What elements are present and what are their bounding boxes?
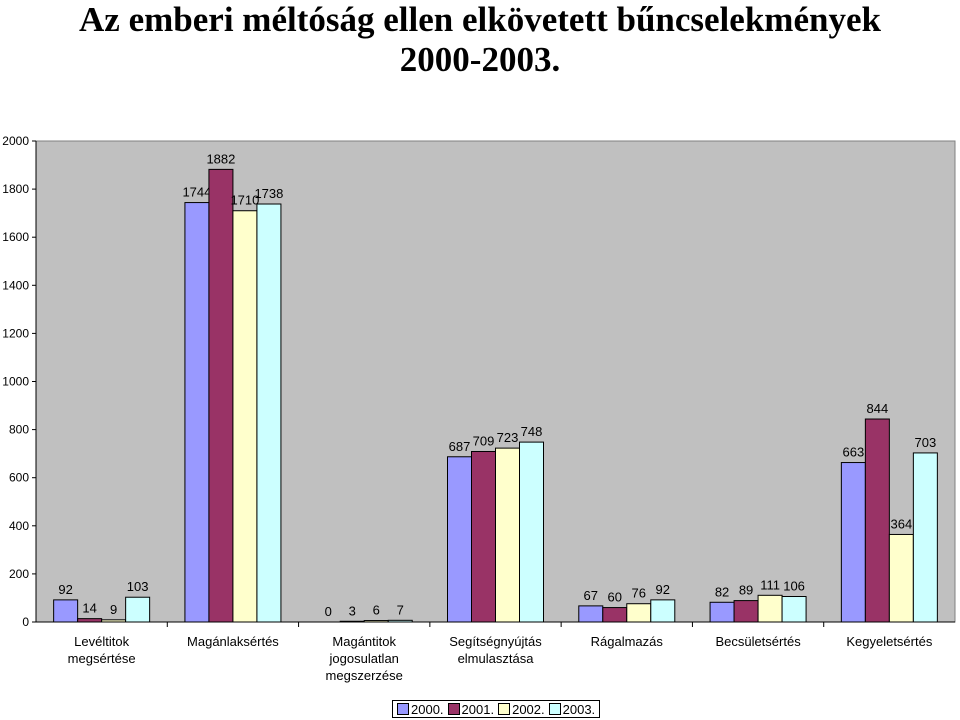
y-tick-label: 600 [9,471,29,485]
bar [519,441,544,623]
bar [339,620,365,623]
legend-swatch [548,703,561,715]
data-label: 1710 [230,193,259,208]
y-tick-label: 400 [9,519,29,533]
bar [864,418,890,623]
data-label: 9 [110,602,117,617]
bar [447,456,472,623]
data-label: 663 [843,445,865,460]
legend-item: 2002. [498,702,545,717]
bar [387,619,413,623]
bar [208,168,234,623]
bar [602,607,628,623]
bar [578,605,604,623]
bar [363,620,389,623]
data-label: 1882 [206,151,235,166]
bar [101,619,127,623]
legend-label: 2000. [411,701,444,717]
data-label: 111 [760,577,780,592]
y-tick-label: 1000 [2,375,29,389]
chart-legend: 2000. 2001. 2002. 2003. [392,700,601,718]
bar [840,462,866,623]
bar [471,450,496,623]
data-label: 60 [608,590,622,605]
data-label: 709 [473,433,495,448]
y-tick-label: 0 [22,615,29,629]
legend-label: 2003. [562,701,596,717]
bar [709,601,735,623]
data-label: 6 [373,603,380,618]
bar [125,596,151,623]
data-label: 7 [397,602,404,617]
bar [733,600,759,623]
bar [184,202,210,623]
data-label: 89 [739,583,753,598]
y-tick-label: 2000 [2,134,29,148]
data-label: 723 [497,430,519,445]
x-tick-label: Rágalmazás [591,634,664,649]
bar [650,599,676,623]
bar [912,452,938,623]
data-label: 106 [783,579,805,594]
chart-title-line2: 2000-2003. [399,40,561,79]
y-tick-label: 1800 [2,182,29,196]
chart-title-line1: Az emberi méltóság ellen elkövetett bűnc… [79,0,881,39]
data-label: 14 [82,601,96,616]
data-label: 67 [584,588,598,603]
legend-label: 2001. [461,701,495,717]
y-tick-label: 800 [9,423,29,437]
bar [495,447,520,623]
bar [232,210,258,623]
x-tick-label: Magánlaksértés [187,634,279,649]
data-label: 76 [632,586,646,601]
x-tick-label: Magántitok jogosulatlan megszerzése [326,634,403,683]
y-tick-label: 1400 [2,278,29,292]
bar [626,603,652,623]
data-label: 364 [891,516,913,531]
bar [781,596,807,623]
data-label: 1744 [182,185,211,200]
data-label: 748 [521,424,543,439]
data-label: 92 [58,582,72,597]
chart-title: Az emberi méltóság ellen elkövetett bűnc… [0,0,960,80]
legend-label: 2002. [512,701,545,717]
bar [888,533,914,623]
data-label: 103 [127,579,149,594]
data-label: 92 [656,582,670,597]
data-label: 3 [349,603,356,618]
legend-swatch [397,703,409,715]
data-label: 82 [715,584,729,599]
bar [53,599,79,623]
legend-item: 2000. [397,702,444,717]
data-label: 844 [867,401,889,416]
legend-swatch [498,703,511,715]
bar [77,618,103,623]
x-tick-label: Kegyeletsértés [846,634,932,649]
legend-swatch [447,703,460,715]
y-tick-label: 200 [9,567,29,581]
legend-item: 2001. [447,701,495,717]
data-label: 687 [449,439,471,454]
bar [256,203,282,623]
x-tick-label: Levéltitok megsértése [68,634,136,666]
y-tick-label: 1600 [2,230,29,244]
data-label: 1738 [254,186,283,201]
x-tick-label: Becsületsértés [715,634,801,649]
y-tick-label: 1200 [2,326,29,340]
bar [757,594,783,623]
data-label: 0 [325,604,332,619]
x-tick-label: Segítségnyújtás elmulasztása [449,634,542,666]
data-label: 703 [915,435,937,450]
legend-item: 2003. [548,701,596,717]
